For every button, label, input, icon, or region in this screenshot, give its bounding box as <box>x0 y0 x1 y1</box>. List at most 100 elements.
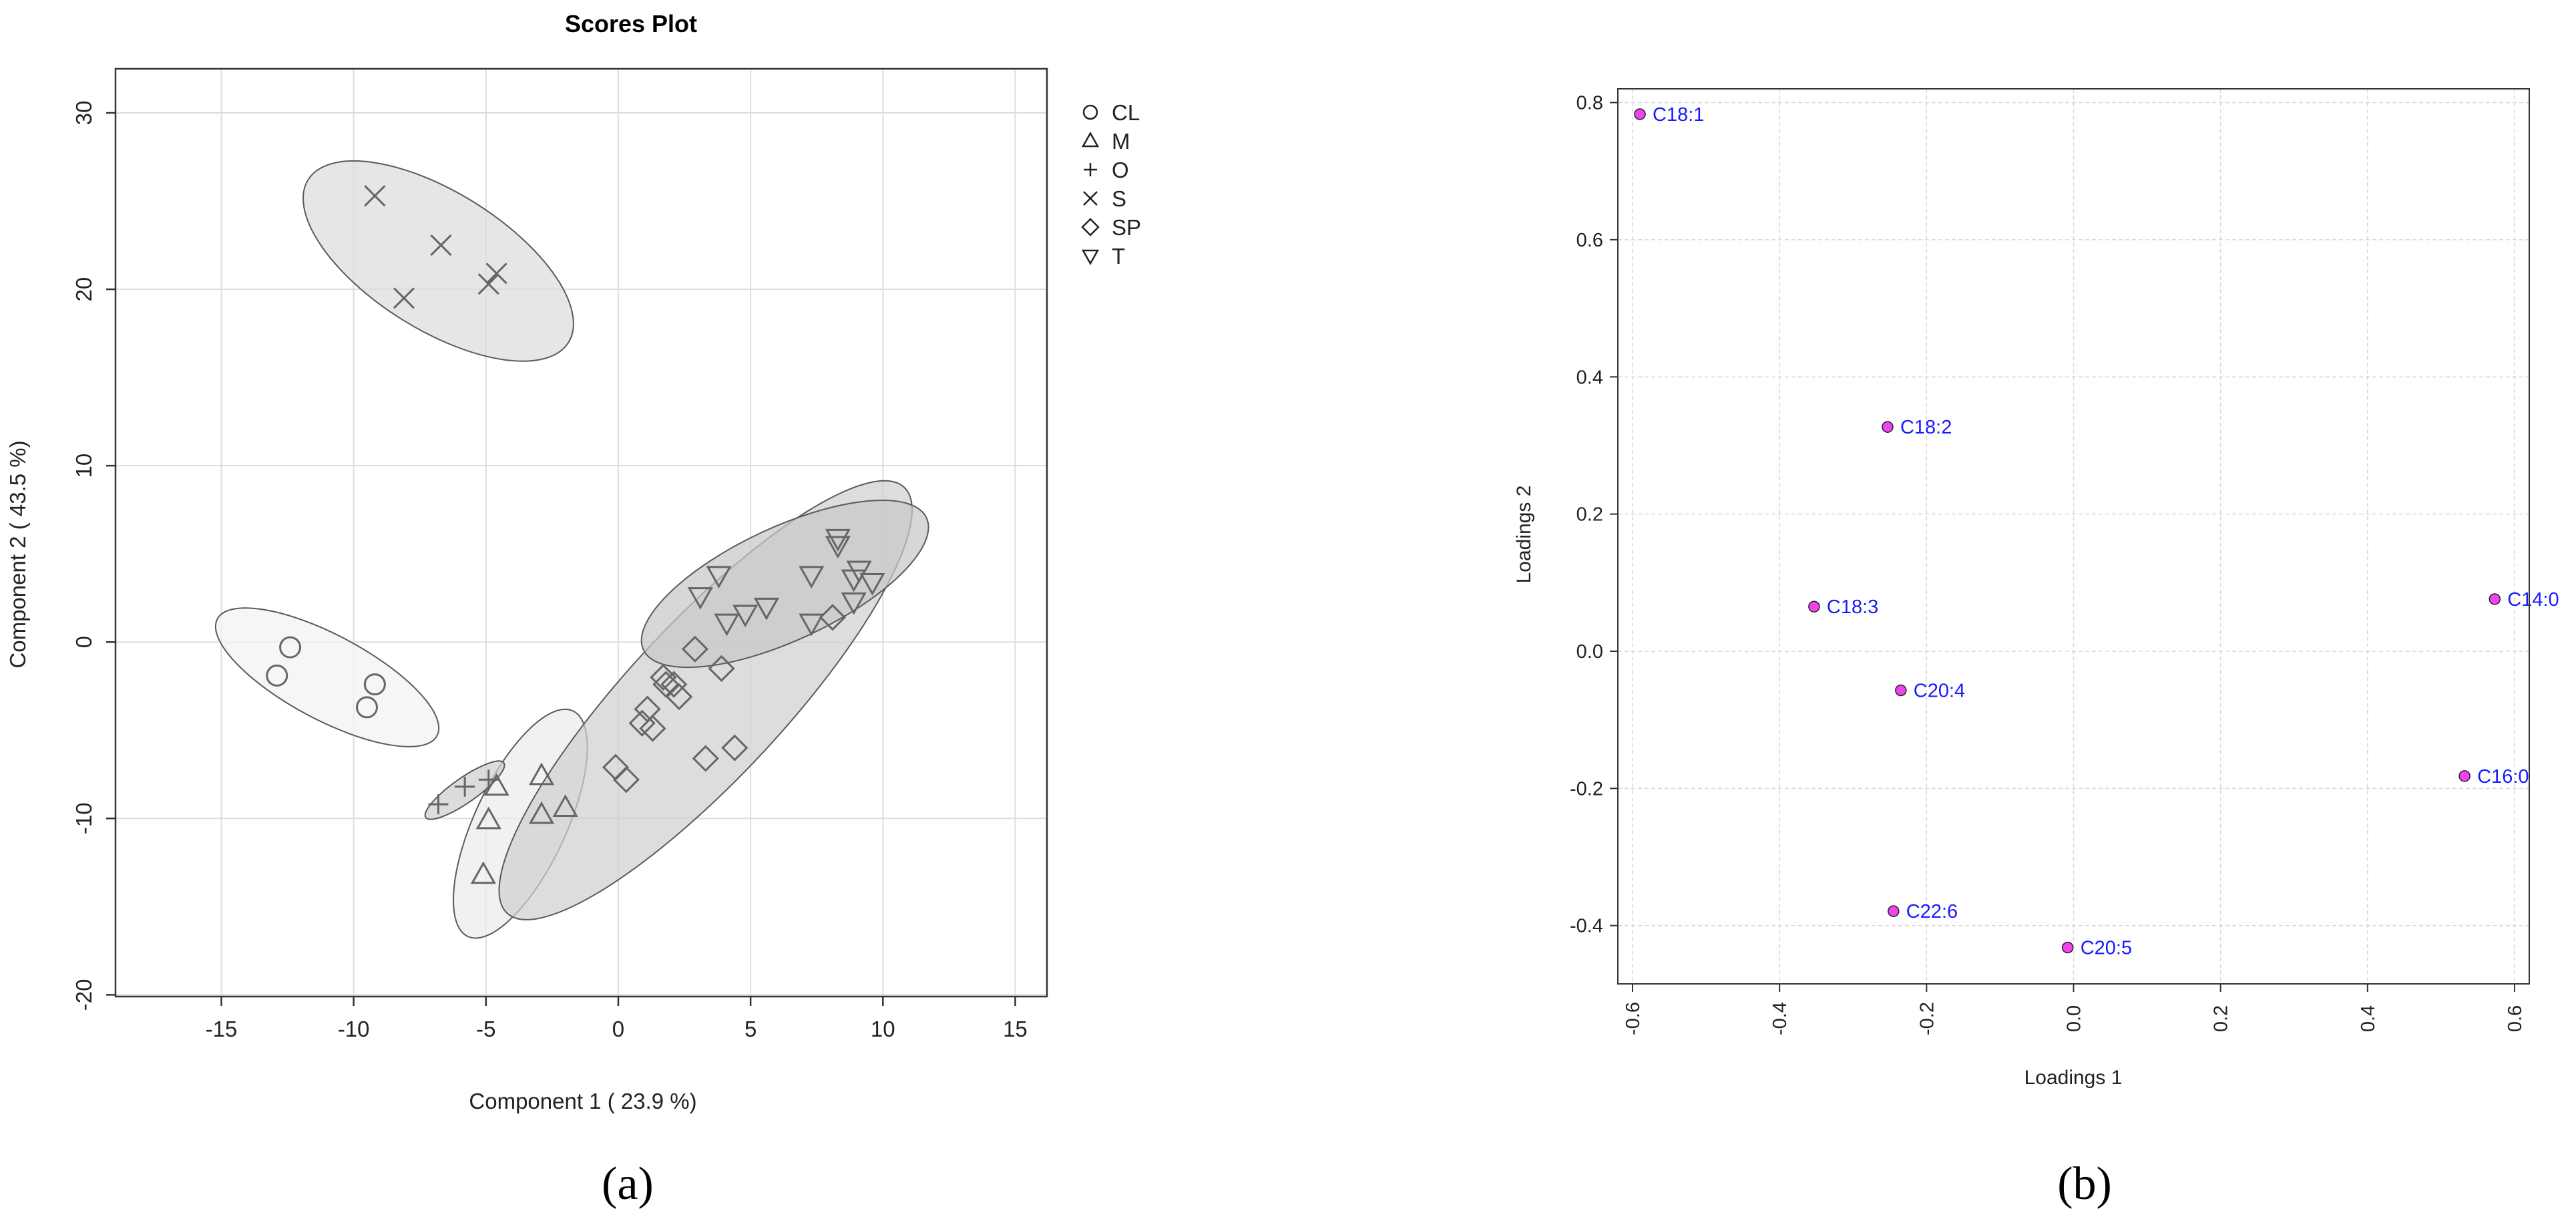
panel-caption-a: (a) <box>602 1158 654 1210</box>
score-point-sp <box>612 766 640 794</box>
score-point-m <box>470 861 496 884</box>
y-tick-label: 10 <box>71 454 96 478</box>
group-ellipses <box>214 160 929 939</box>
loading-label: C16:0 <box>2477 766 2529 787</box>
legend-label: CL <box>1112 100 1140 125</box>
y-axis-label: Component 2 ( 43.5 %) <box>5 440 30 668</box>
y-tick-label: 20 <box>71 277 96 302</box>
x-tick-label: 0 <box>612 1017 624 1041</box>
loading-label: C14:0 <box>2507 589 2559 610</box>
loading-point <box>1634 108 1646 120</box>
y-tick-label: -0.2 <box>1570 778 1603 800</box>
score-point-t <box>841 592 867 615</box>
x-tick-label: 0.4 <box>2358 1005 2379 1032</box>
loading-points: C18:1 C18:2 C18:3 C20:4 C22:6 C20:5 C14:0 C16:0 <box>1634 104 2559 959</box>
loading-label: C18:1 <box>1653 104 1704 126</box>
x-tick-label: -0.2 <box>1916 1002 1938 1035</box>
legend-marker <box>1083 191 1098 206</box>
score-point-t <box>859 572 885 596</box>
score-point-t <box>846 560 872 584</box>
score-point-sp <box>819 604 847 631</box>
legend-marker <box>1081 249 1100 266</box>
scores-plot: Scores Plot -15 -10 -5 0 5 10 15-20-100102030 … <box>5 10 1141 1113</box>
y-tick-label: 0.4 <box>1576 367 1603 388</box>
x-tick-label: -10 <box>338 1017 370 1041</box>
loadings-plot: C18:1 C18:2 C18:3 C20:4 C22:6 C20:5 C14:0 C16:0… <box>1513 88 2559 1089</box>
score-point-t <box>732 604 759 628</box>
loading-point <box>2061 941 2074 954</box>
loading-point <box>1895 684 1907 697</box>
plot-frame <box>114 67 1048 998</box>
legend-marker <box>1084 163 1097 176</box>
y-tick-label: 0.6 <box>1576 230 1603 251</box>
y-tick-label: 0.0 <box>1576 641 1603 663</box>
y-tick-label: -10 <box>71 802 96 834</box>
score-point-m <box>528 762 555 785</box>
group-ellipse <box>214 607 440 747</box>
x-tick-label: 5 <box>744 1017 757 1041</box>
y-tick-label: 30 <box>71 101 96 126</box>
score-points <box>266 185 885 884</box>
score-point-m <box>475 806 501 830</box>
legend-label: T <box>1112 244 1125 269</box>
score-point-t <box>825 536 851 559</box>
score-point-sp <box>650 663 677 691</box>
score-point-sp <box>652 671 680 698</box>
axes: -0.6 -0.4 -0.2 0.0 0.2 0.4 0.6 -0.4 -0.2 0.0 0.2 0.… <box>1570 93 2526 1035</box>
loading-point <box>2458 770 2471 782</box>
x-tick-label: 0.2 <box>2211 1005 2232 1032</box>
legend: CL MOS SP T <box>1081 100 1141 269</box>
score-point-m <box>528 801 555 824</box>
loading-label: C18:3 <box>1827 596 1878 618</box>
score-point-sp <box>681 635 709 663</box>
legend-label: SP <box>1112 215 1141 240</box>
y-tick-label: -20 <box>71 979 96 1011</box>
score-point-o <box>428 794 449 815</box>
score-point-sp <box>708 655 735 682</box>
x-tick-label: -5 <box>476 1017 495 1041</box>
loading-point <box>1808 600 1820 612</box>
score-point-o <box>455 776 475 797</box>
score-point-cl <box>363 673 386 696</box>
chart-title: Scores Plot <box>565 10 697 37</box>
x-tick-label: -0.6 <box>1623 1002 1644 1035</box>
panel-caption-b: (b) <box>2057 1158 2112 1210</box>
loading-label: C20:5 <box>2081 938 2132 959</box>
y-tick-label: 0 <box>71 636 96 648</box>
x-tick-label: 15 <box>1003 1017 1028 1041</box>
y-tick-label: -0.4 <box>1570 916 1603 937</box>
score-point-sp <box>660 671 688 698</box>
score-point-sp <box>692 745 719 772</box>
y-tick-label: 0.2 <box>1576 504 1603 526</box>
loading-point <box>1888 905 1900 917</box>
legend-label: S <box>1112 186 1126 211</box>
score-point-t <box>799 613 825 637</box>
score-point-o <box>478 769 499 790</box>
score-point-cl <box>355 696 378 719</box>
group-ellipse <box>302 160 574 362</box>
legend-marker <box>1081 218 1100 236</box>
x-tick-label: -15 <box>206 1017 238 1041</box>
score-point-s <box>477 273 499 295</box>
score-point-t <box>825 528 851 552</box>
x-axis-label: Loadings 1 <box>2024 1067 2123 1089</box>
legend-marker <box>1081 131 1100 148</box>
x-axis-label: Component 1 ( 23.9 %) <box>469 1089 696 1113</box>
score-point-t <box>714 613 740 637</box>
y-axis-label: Loadings 2 <box>1513 486 1535 584</box>
group-ellipse <box>640 500 929 669</box>
score-point-sp <box>634 695 661 723</box>
score-point-m <box>483 773 509 796</box>
loading-label: C18:2 <box>1900 417 1952 438</box>
score-point-sp <box>639 715 666 742</box>
score-point-s <box>393 287 415 309</box>
score-point-cl <box>279 636 302 659</box>
score-point-s <box>430 234 452 256</box>
axes: -15 -10 -5 0 5 10 15 -20 -10 0 10 20 30 <box>71 101 1028 1041</box>
score-point-m <box>552 794 578 817</box>
score-point-t <box>687 587 713 610</box>
legend-label: O <box>1112 158 1129 182</box>
x-tick-label: 10 <box>871 1017 895 1041</box>
loading-label: C20:4 <box>1914 681 1965 702</box>
